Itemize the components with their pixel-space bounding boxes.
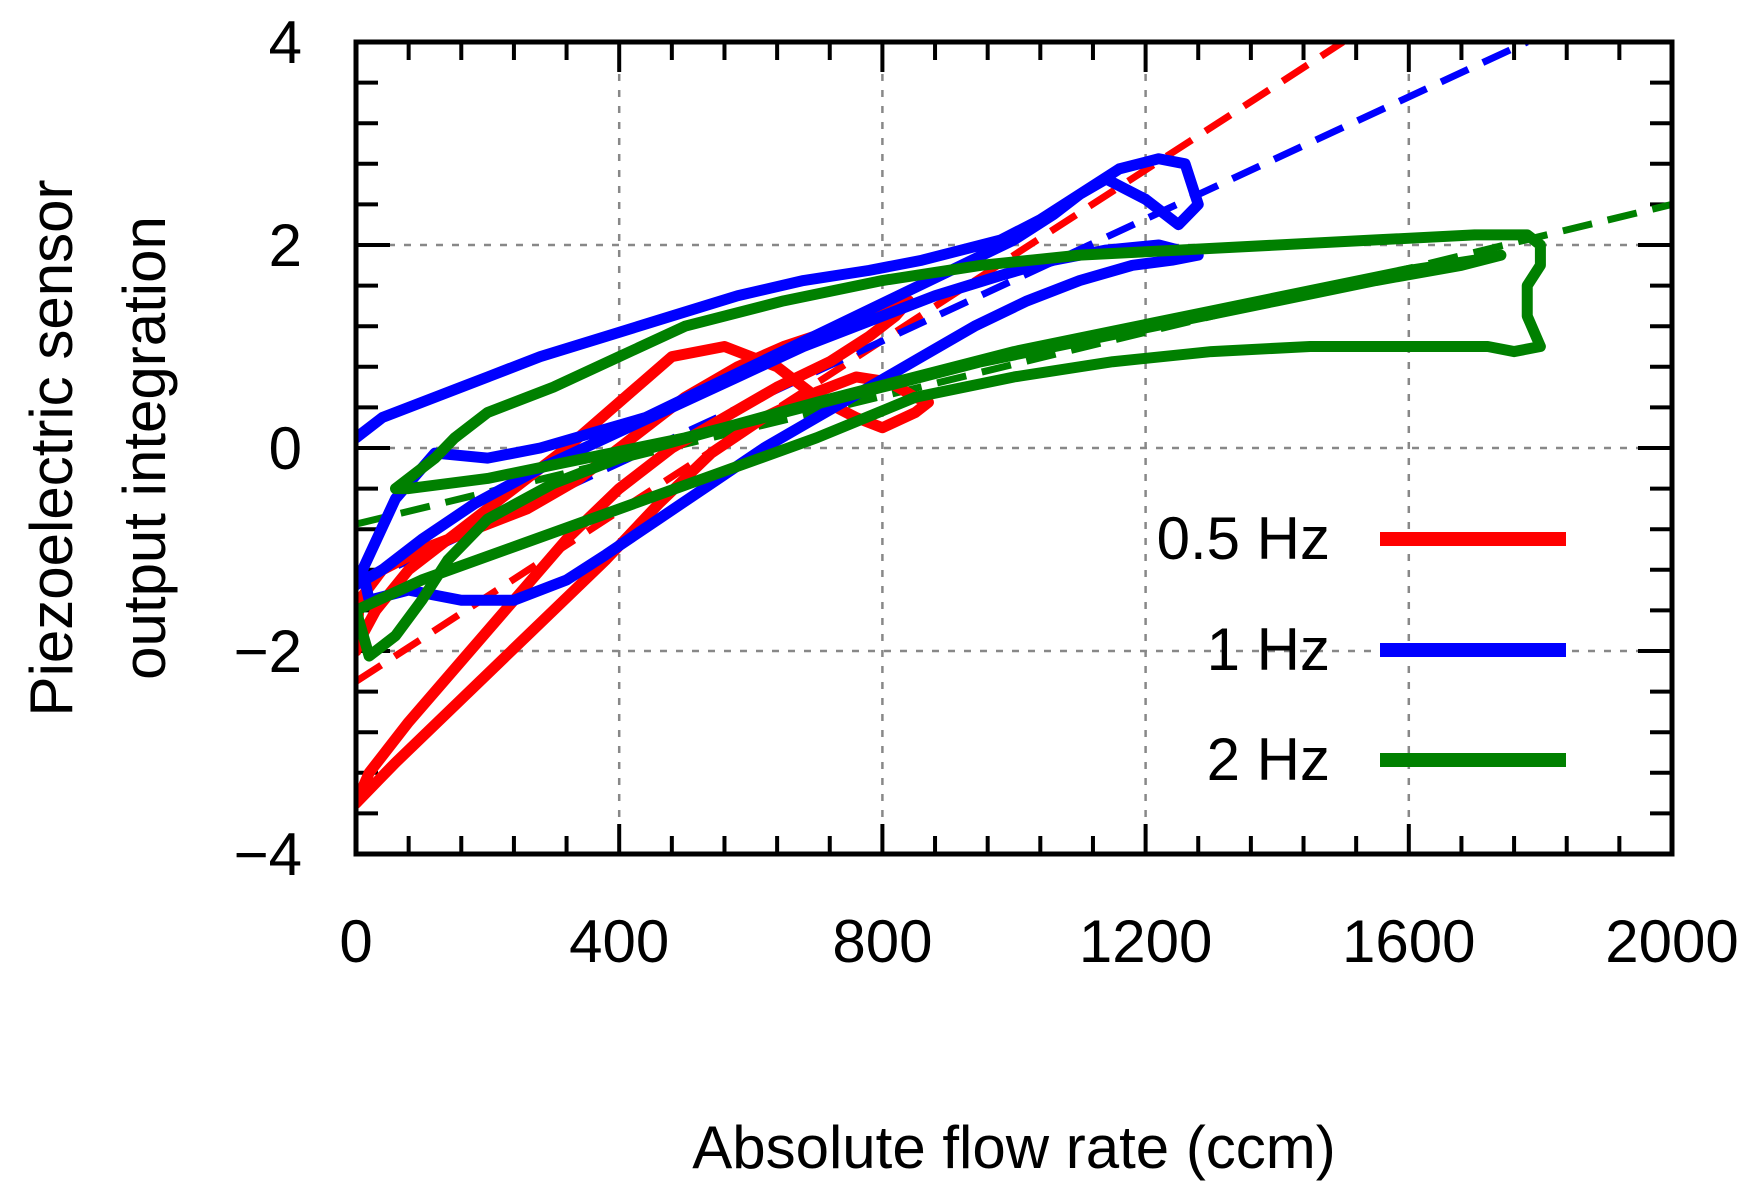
legend-label: 2 Hz [1207, 726, 1330, 793]
legend-label: 1 Hz [1207, 616, 1330, 683]
y-tick-label: 2 [269, 212, 302, 279]
series-line [356, 229, 1546, 662]
fit-line [356, 200, 1672, 528]
fit-line [356, 42, 1529, 589]
y-tick-label: −4 [234, 821, 302, 888]
y-axis-title-line-1: Piezoelectric sensor [18, 180, 85, 717]
x-tick-label: 0 [339, 908, 372, 975]
y-axis-title-line-2: output integration [111, 216, 178, 680]
x-tick-label: 1600 [1342, 908, 1475, 975]
x-tick-label: 800 [832, 908, 932, 975]
x-tick-label: 2000 [1605, 908, 1738, 975]
x-tick-label: 1200 [1079, 908, 1212, 975]
tick-labels: 0 400 800 1200 1600 2000 −4 −2 0 2 4 [234, 9, 1739, 975]
fit-line [356, 42, 1345, 685]
x-tick-label: 400 [569, 908, 669, 975]
fit-lines [356, 42, 1672, 685]
y-tick-label: 4 [269, 9, 302, 76]
plot-frame [353, 39, 1675, 857]
x-axis-title: Absolute flow rate (ccm) [692, 1114, 1336, 1181]
y-axis-title: Piezoelectric sensor output integration [18, 180, 178, 717]
y-tick-label: 0 [269, 415, 302, 482]
y-tick-label: −2 [234, 618, 302, 685]
legend-label: 0.5 Hz [1157, 505, 1330, 572]
legend: 0.5 Hz 1 Hz 2 Hz [1157, 505, 1566, 793]
